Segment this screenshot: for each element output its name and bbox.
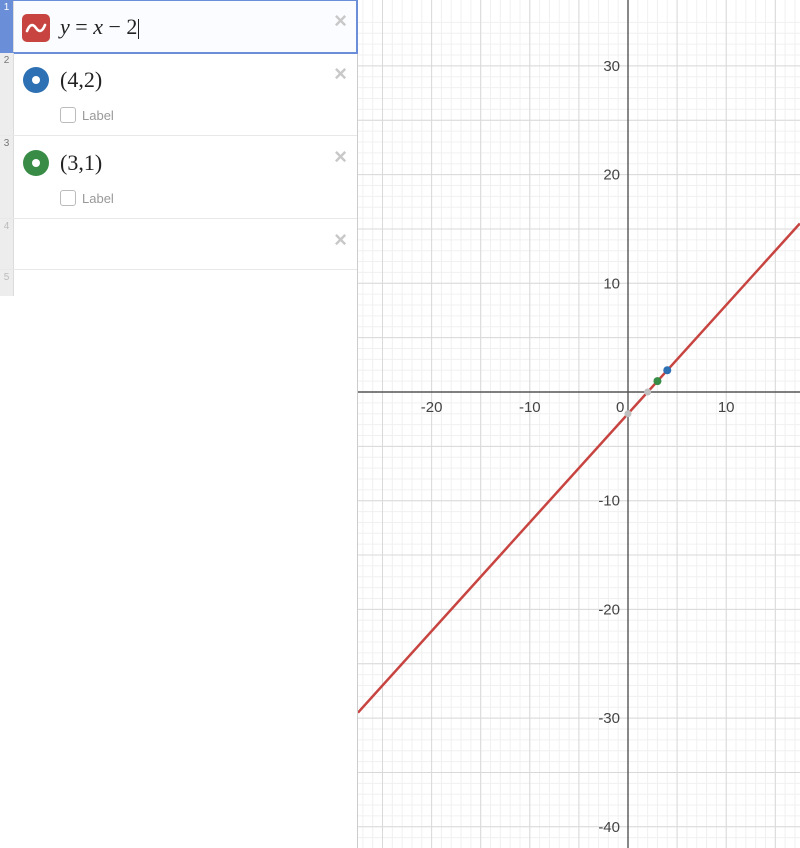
expression-content[interactable]: y = x − 2 (58, 0, 357, 52)
label-checkbox[interactable] (60, 190, 76, 206)
row-icon-cell[interactable] (14, 53, 58, 135)
expression-sidebar: 1 y = x − 2 × 2 (4,2) Label (0, 0, 358, 848)
label-option[interactable]: Label (60, 107, 317, 123)
label-checkbox[interactable] (60, 107, 76, 123)
point-icon (23, 150, 49, 176)
expression-content[interactable] (58, 270, 357, 296)
close-icon[interactable]: × (334, 10, 347, 32)
text-cursor (138, 19, 139, 39)
svg-text:-40: -40 (598, 819, 620, 836)
graph-svg: -20 -10 0 10 30 20 10 -10 -20 -30 -40 (358, 0, 800, 848)
expression-row-3[interactable]: 3 (3,1) Label × (0, 136, 357, 219)
point-icon (23, 67, 49, 93)
graph-canvas[interactable]: -20 -10 0 10 30 20 10 -10 -20 -30 -40 (358, 0, 800, 848)
expression-text: (4,2) (60, 67, 317, 93)
label-text: Label (82, 191, 114, 206)
row-icon-cell (14, 219, 58, 269)
svg-text:-30: -30 (598, 710, 620, 727)
row-index: 1 (0, 0, 14, 52)
svg-text:30: 30 (603, 58, 620, 75)
expression-content[interactable] (58, 219, 357, 269)
svg-text:10: 10 (718, 399, 735, 416)
label-text: Label (82, 108, 114, 123)
app: 1 y = x − 2 × 2 (4,2) Label (0, 0, 800, 848)
svg-text:-20: -20 (421, 399, 443, 416)
svg-text:-10: -10 (598, 493, 620, 510)
function-icon (22, 14, 50, 42)
row-index: 4 (0, 219, 14, 269)
expression-content[interactable]: (3,1) Label (58, 136, 357, 218)
svg-text:0: 0 (616, 399, 624, 416)
row-index: 3 (0, 136, 14, 218)
close-icon[interactable]: × (334, 63, 347, 85)
row-icon-cell (14, 270, 58, 296)
row-icon-cell[interactable] (14, 0, 58, 52)
expression-content[interactable]: (4,2) Label (58, 53, 357, 135)
expression-row-1[interactable]: 1 y = x − 2 × (0, 0, 357, 53)
row-icon-cell[interactable] (14, 136, 58, 218)
svg-text:10: 10 (603, 275, 620, 292)
expression-row-5[interactable]: 5 (0, 270, 357, 296)
expression-row-4[interactable]: 4 × (0, 219, 357, 270)
svg-text:-20: -20 (598, 601, 620, 618)
close-icon[interactable]: × (334, 146, 347, 168)
svg-text:20: 20 (603, 167, 620, 184)
row-index: 5 (0, 270, 14, 296)
expression-text: (3,1) (60, 150, 317, 176)
expression-row-2[interactable]: 2 (4,2) Label × (0, 53, 357, 136)
close-icon[interactable]: × (334, 229, 347, 251)
label-option[interactable]: Label (60, 190, 317, 206)
expression-text: y = x − 2 (60, 14, 317, 40)
svg-text:-10: -10 (519, 399, 541, 416)
row-index: 2 (0, 53, 14, 135)
